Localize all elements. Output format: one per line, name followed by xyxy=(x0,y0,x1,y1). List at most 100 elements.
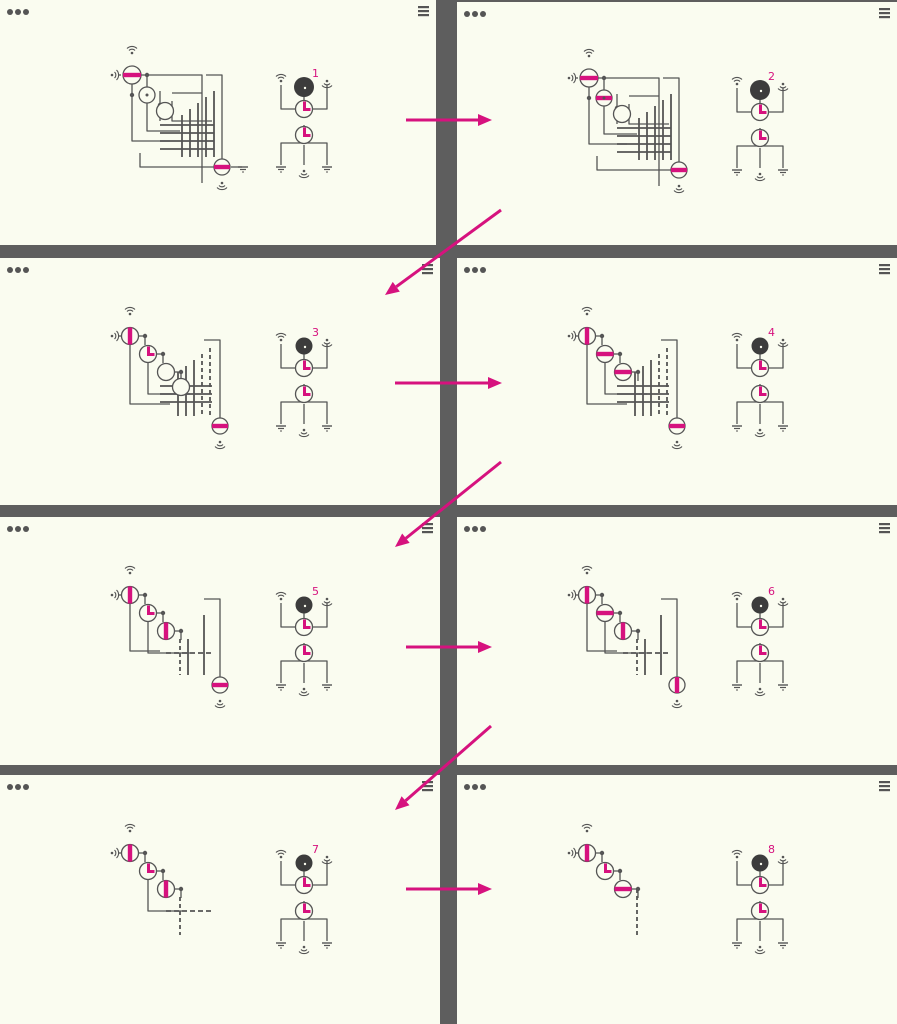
node xyxy=(211,417,229,435)
node xyxy=(577,326,597,346)
circuit xyxy=(110,306,229,450)
node-chain xyxy=(596,592,641,640)
node xyxy=(750,643,770,663)
ground-icon xyxy=(322,684,332,691)
more-dots-icon[interactable] xyxy=(464,267,486,273)
mechanism: 8 xyxy=(731,843,789,955)
antenna-icon xyxy=(214,440,226,450)
ground-icon xyxy=(276,425,286,432)
node xyxy=(294,901,314,921)
panel-2: 2 xyxy=(457,2,897,245)
node-chain xyxy=(596,850,641,898)
panel-step-label: 3 xyxy=(312,326,319,339)
antenna-icon xyxy=(275,591,287,601)
panel-background xyxy=(457,775,897,1024)
ground-icon xyxy=(778,684,788,691)
arrow-icon xyxy=(395,460,502,547)
antenna-icon xyxy=(754,945,766,955)
node xyxy=(668,417,686,435)
more-dots-icon[interactable] xyxy=(464,784,486,790)
arrow-icon xyxy=(406,641,492,653)
antenna-icon xyxy=(124,565,136,575)
more-dots-icon[interactable] xyxy=(7,784,29,790)
node xyxy=(595,861,615,881)
hamburger-menu-icon[interactable] xyxy=(422,523,433,534)
ground-icon xyxy=(778,169,788,176)
node xyxy=(750,358,770,378)
ground-icon xyxy=(276,942,286,949)
panel-1: 1 xyxy=(0,0,436,245)
node xyxy=(120,585,140,605)
node xyxy=(294,643,314,663)
circuit xyxy=(110,45,248,191)
panel-step-label: 6 xyxy=(768,585,775,598)
dark-node xyxy=(295,854,313,872)
circuit xyxy=(567,565,686,709)
antenna-icon xyxy=(671,440,683,450)
antenna-icon xyxy=(731,332,743,342)
panel-background xyxy=(457,2,897,245)
mechanism: 3 xyxy=(275,326,333,438)
hamburger-menu-icon[interactable] xyxy=(879,264,890,275)
panel-step-label: 7 xyxy=(312,843,319,856)
more-dots-icon[interactable] xyxy=(7,9,29,15)
antenna-icon xyxy=(731,591,743,601)
node xyxy=(294,384,314,404)
ground-icon xyxy=(778,425,788,432)
node-chain xyxy=(139,592,184,640)
node xyxy=(595,603,615,623)
node xyxy=(294,99,314,119)
mechanism: 2 xyxy=(731,70,789,182)
ground-icon xyxy=(322,425,332,432)
antenna-icon xyxy=(298,428,310,438)
panel-step-label: 2 xyxy=(768,70,775,83)
more-dots-icon[interactable] xyxy=(7,267,29,273)
circuit xyxy=(110,565,229,709)
antenna-icon xyxy=(673,184,685,194)
antenna-icon xyxy=(581,306,593,316)
node xyxy=(613,621,633,641)
dark-node xyxy=(295,596,313,614)
node xyxy=(750,875,770,895)
hamburger-menu-icon[interactable] xyxy=(879,8,890,19)
antenna-icon xyxy=(275,73,287,83)
circuit xyxy=(110,823,214,935)
node xyxy=(613,362,633,382)
panel-4: 4 xyxy=(457,258,897,505)
node-chain xyxy=(139,850,184,898)
antenna-icon xyxy=(731,76,743,86)
hamburger-menu-icon[interactable] xyxy=(879,781,890,792)
panel-8: 8 xyxy=(457,775,897,1024)
arrow-icon xyxy=(385,208,502,295)
antenna-icon xyxy=(298,687,310,697)
node xyxy=(156,879,176,899)
node xyxy=(294,617,314,637)
node xyxy=(294,875,314,895)
arrow-icon xyxy=(406,883,492,895)
panel-3: 3 xyxy=(0,258,440,505)
node xyxy=(577,585,597,605)
node xyxy=(750,901,770,921)
node xyxy=(120,843,140,863)
node xyxy=(120,326,140,346)
node xyxy=(579,68,599,88)
hamburger-menu-icon[interactable] xyxy=(418,6,429,17)
more-dots-icon[interactable] xyxy=(464,526,486,532)
more-dots-icon[interactable] xyxy=(7,526,29,532)
arrow-icon xyxy=(406,114,492,126)
more-dots-icon[interactable] xyxy=(464,11,486,17)
node xyxy=(750,384,770,404)
ground-icon xyxy=(322,166,332,173)
panel-5: 5 xyxy=(0,517,440,765)
node xyxy=(122,65,142,85)
panel-step-label: 8 xyxy=(768,843,775,856)
dark-node xyxy=(751,596,769,614)
circuit xyxy=(567,823,641,935)
ground-icon xyxy=(778,942,788,949)
circuit xyxy=(567,48,688,194)
panel-step-label: 5 xyxy=(312,585,319,598)
hamburger-menu-icon[interactable] xyxy=(879,523,890,534)
antenna-icon xyxy=(275,332,287,342)
arrow-icon xyxy=(395,377,502,389)
